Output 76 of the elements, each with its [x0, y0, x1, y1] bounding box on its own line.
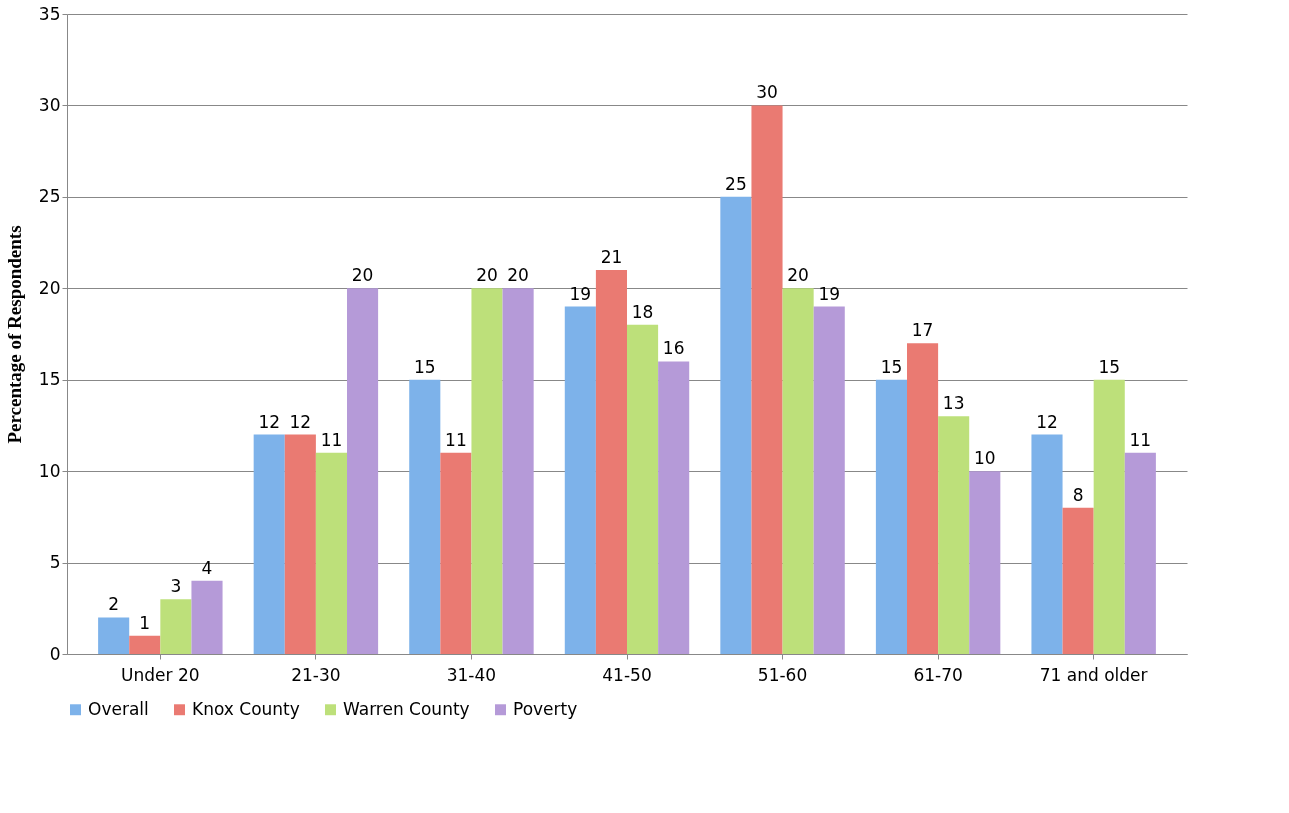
legend-label: Knox County	[192, 698, 300, 719]
x-tick-label: 41-50	[602, 664, 652, 685]
data-label: 19	[818, 283, 841, 304]
bar	[782, 288, 814, 654]
data-label: 13	[942, 393, 965, 414]
bar	[191, 580, 223, 654]
data-label: 4	[201, 557, 213, 578]
bar	[1062, 507, 1094, 654]
bar	[471, 288, 503, 654]
data-label: 25	[725, 173, 747, 194]
legend-label: Warren County	[343, 698, 470, 719]
bar	[284, 434, 316, 654]
data-label: 16	[662, 338, 685, 359]
bar	[969, 471, 1001, 654]
bar	[129, 635, 161, 654]
bar	[813, 306, 845, 654]
bar	[502, 288, 534, 654]
data-label: 2	[108, 594, 120, 615]
legend-label: Poverty	[513, 698, 578, 719]
y-tick-label: 15	[38, 369, 61, 390]
x-tick-label: 21-30	[291, 664, 341, 685]
bar	[1031, 434, 1063, 654]
bar	[938, 416, 970, 654]
y-tick-label: 30	[38, 94, 61, 115]
data-label: 20	[476, 265, 498, 286]
y-tick-label: 0	[49, 643, 61, 664]
bar	[347, 288, 379, 654]
x-tick-label: 71 and older	[1039, 664, 1148, 685]
data-label: 12	[1036, 411, 1058, 432]
data-label: 11	[445, 429, 467, 450]
data-label: 12	[258, 411, 281, 432]
data-label: 10	[973, 448, 996, 469]
bar	[315, 452, 347, 654]
bar	[409, 379, 441, 654]
data-label: 1	[139, 612, 151, 633]
bar	[720, 196, 752, 654]
bar	[875, 379, 907, 654]
data-label: 15	[880, 356, 903, 377]
data-label: 20	[507, 265, 529, 286]
data-label: 17	[911, 320, 934, 341]
data-label: 3	[170, 576, 182, 597]
data-label: 30	[756, 82, 778, 103]
bar	[907, 343, 939, 654]
legend-label: Overall	[88, 698, 149, 719]
data-label: 15	[1098, 356, 1121, 377]
bar	[1093, 379, 1125, 654]
bar	[595, 270, 627, 654]
y-tick-label: 5	[49, 552, 61, 573]
data-label: 15	[413, 356, 436, 377]
data-label: 20	[351, 265, 374, 286]
data-label: 20	[787, 265, 809, 286]
y-axis-title: Percentage of Respondents	[3, 225, 25, 444]
x-tick-label: 61-70	[913, 664, 963, 685]
y-tick-label: 25	[38, 186, 61, 207]
bar	[440, 452, 472, 654]
data-label: 21	[600, 247, 623, 267]
bar	[627, 324, 659, 654]
data-label: 11	[1129, 429, 1152, 450]
y-tick-label: 10	[38, 460, 61, 481]
bar	[98, 617, 130, 654]
data-label: 18	[631, 301, 654, 322]
bar	[658, 361, 690, 654]
x-tick-label: 31-40	[446, 664, 497, 685]
bar	[1124, 452, 1156, 654]
x-tick-label: Under 20	[121, 664, 200, 685]
x-tick-label: 51-60	[757, 664, 808, 685]
y-tick-label: 35	[38, 3, 61, 24]
data-label: 12	[289, 411, 312, 432]
bar	[253, 434, 285, 654]
bar	[751, 105, 783, 654]
bar	[160, 599, 192, 654]
data-label: 19	[569, 283, 592, 304]
y-tick-label: 20	[38, 277, 61, 298]
data-label: 11	[320, 429, 343, 450]
data-label: 8	[1072, 484, 1084, 505]
bar	[564, 306, 596, 654]
